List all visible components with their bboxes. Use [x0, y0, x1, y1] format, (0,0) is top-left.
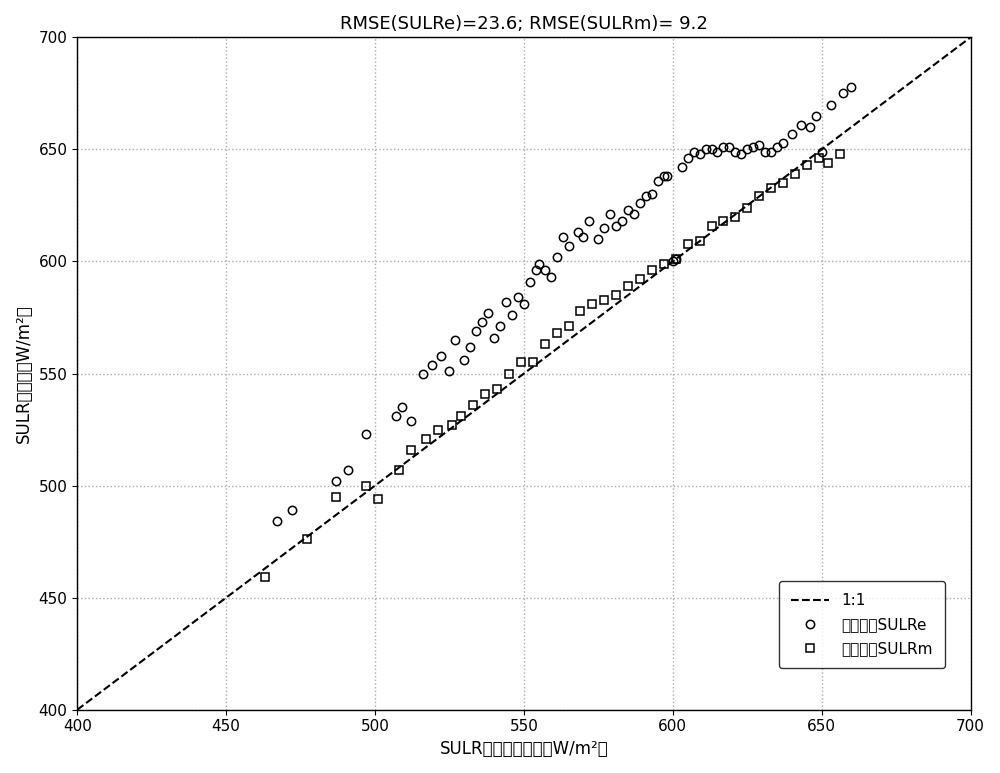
Title: RMSE(SULRe)=23.6; RMSE(SULRm)= 9.2: RMSE(SULRe)=23.6; RMSE(SULRm)= 9.2 — [340, 15, 708, 33]
X-axis label: SULR站点实测真値（W/m²）: SULR站点实测真値（W/m²） — [440, 740, 608, 758]
Legend: 1:1, 纠正前的SULRe, 纠正后的SULRm: 1:1, 纠正前的SULRe, 纠正后的SULRm — [779, 581, 945, 669]
Y-axis label: SULR估算値（W/m²）: SULR估算値（W/m²） — [15, 304, 33, 443]
